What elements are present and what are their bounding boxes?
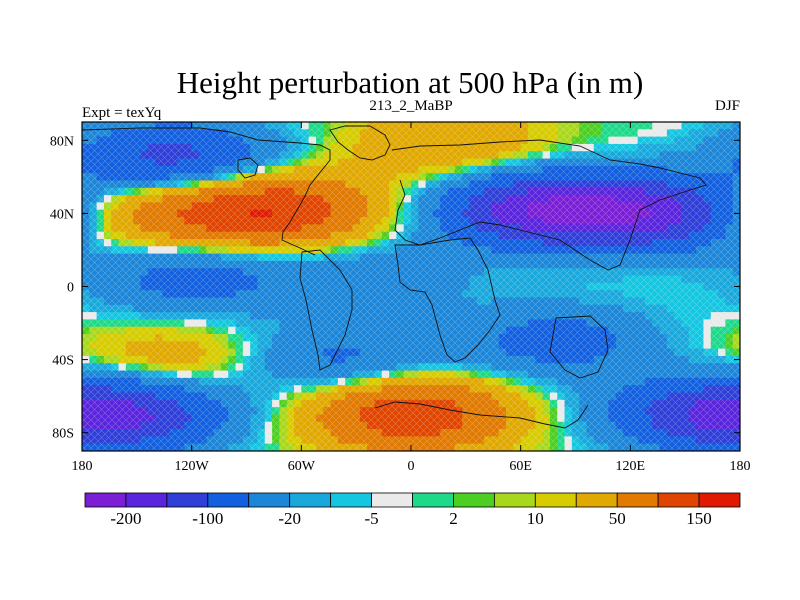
colorbar-tick-label: 10 xyxy=(527,509,544,528)
x-axis: 180 120W 60W 0 60E 120E 180 xyxy=(72,122,751,474)
colorbar-swatch xyxy=(657,492,700,508)
y-tick-label: 40N xyxy=(50,207,74,222)
colorbar-tick-label: 150 xyxy=(686,509,712,528)
colorbar-tick-label: 2 xyxy=(449,509,458,528)
colorbar-swatch xyxy=(616,492,659,508)
colorbar-swatch xyxy=(698,492,741,508)
y-tick-label: 80N xyxy=(50,134,74,149)
y-tick-label: 80S xyxy=(52,427,74,442)
x-tick-label: 0 xyxy=(408,459,415,474)
colorbar-swatch xyxy=(330,492,372,508)
colorbar-swatch xyxy=(84,492,127,508)
stipple-overlay xyxy=(82,122,740,451)
run-label: 213_2_MaBP xyxy=(369,98,452,114)
coastline-antarctica xyxy=(374,401,589,429)
y-tick-label: 0 xyxy=(67,281,74,296)
x-tick-label: 120W xyxy=(175,459,210,474)
colorbar-swatch xyxy=(207,492,250,508)
coastline-africa xyxy=(394,237,501,363)
colorbar-tick-label: -5 xyxy=(364,509,378,528)
coastline-south-america xyxy=(299,249,353,371)
colorbar-swatch xyxy=(453,492,495,508)
colorbar-tick-label: -20 xyxy=(278,509,301,528)
experiment-label: Expt = texYq xyxy=(82,105,162,121)
colorbar-tick-label: -200 xyxy=(110,509,141,528)
colorbar-swatch xyxy=(371,492,413,508)
colorbar-swatch xyxy=(493,492,536,508)
coastline-hudson-bay xyxy=(237,157,259,179)
x-tick-label: 60E xyxy=(509,459,532,474)
y-axis: 80N 40N 0 40S 80S xyxy=(50,134,740,442)
colorbar-swatch xyxy=(289,492,332,508)
coastline-australia xyxy=(549,315,609,379)
colorbar-tick-label: 50 xyxy=(609,509,626,528)
colorbar-swatch xyxy=(575,492,618,508)
colorbar-swatch xyxy=(248,492,291,508)
colorbar-tick-label: -100 xyxy=(192,509,223,528)
colorbar: -200 -100 -20 -5 2 10 50 150 xyxy=(84,492,741,528)
colorbar-swatch xyxy=(412,492,454,508)
season-label: DJF xyxy=(715,98,740,114)
colorbar-swatch xyxy=(534,492,577,508)
y-tick-label: 40S xyxy=(52,354,74,369)
x-tick-label: 60W xyxy=(288,459,316,474)
coastline-eurasia xyxy=(391,139,707,271)
coastline-greenland xyxy=(329,125,391,161)
x-tick-label: 180 xyxy=(730,459,751,474)
colorbar-swatch xyxy=(125,492,168,508)
x-tick-label: 120E xyxy=(616,459,646,474)
plot-area xyxy=(81,121,741,452)
chart-title: Height perturbation at 500 hPa (in m) xyxy=(177,65,644,100)
coastlines xyxy=(82,125,707,429)
coastline-north-america xyxy=(82,127,331,256)
colorbar-swatch xyxy=(166,492,209,508)
x-tick-label: 180 xyxy=(72,459,93,474)
